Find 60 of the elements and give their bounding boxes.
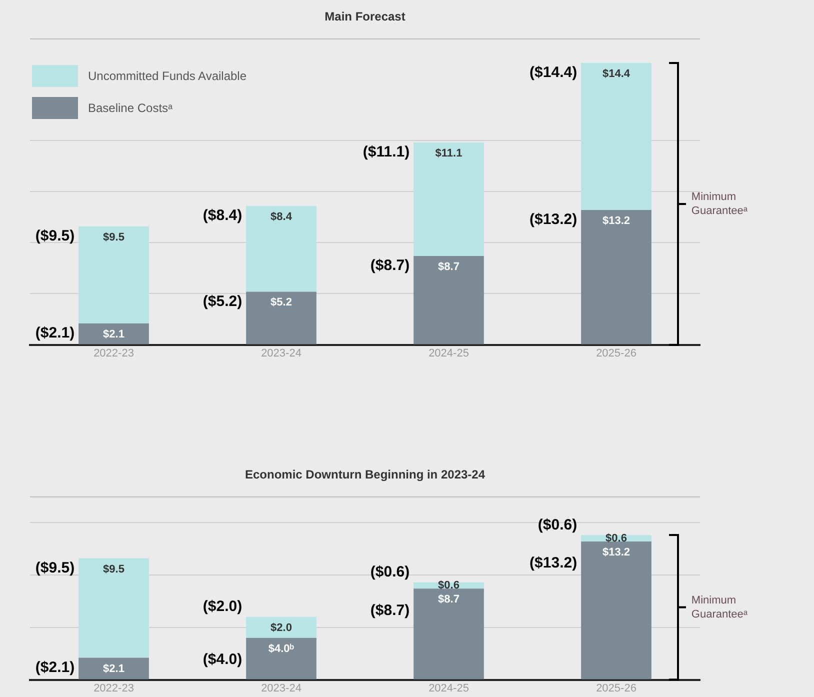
chart-title: Main Forecast xyxy=(324,10,406,24)
x-tick-label: 2022-23 xyxy=(94,682,134,694)
data-label: $8.7 xyxy=(438,594,460,606)
bar xyxy=(78,658,149,680)
annotation: Minimum Guaranteeᵃ xyxy=(691,594,748,621)
chart-title: Economic Downturn Beginning in 2023-24 xyxy=(244,468,486,482)
bar xyxy=(78,558,149,658)
data-label: $4.0ᵇ xyxy=(268,642,295,655)
data-label: $8.4 xyxy=(270,210,293,223)
annotation: ($9.5) xyxy=(35,227,75,244)
bar xyxy=(246,638,316,680)
x-tick-label: 2023-24 xyxy=(261,347,302,360)
annotation: ($13.2) xyxy=(530,211,578,228)
data-label: $9.5 xyxy=(103,231,124,244)
data-label: $0.6 xyxy=(606,532,627,544)
annotation: ($8.4) xyxy=(202,207,242,224)
annotation: ($8.7) xyxy=(370,602,410,619)
legend-label: Uncommitted Funds Available xyxy=(88,69,247,84)
x-tick-label: 2025-26 xyxy=(596,347,636,360)
annotation: ($4.0) xyxy=(202,651,242,668)
annotation: Minimum Guaranteeᵃ xyxy=(691,190,748,217)
bar xyxy=(414,142,484,256)
bar xyxy=(246,206,316,292)
bar xyxy=(246,616,316,638)
data-label: $2.1 xyxy=(103,328,124,340)
annotation: ($14.4) xyxy=(530,64,578,82)
annotation: ($2.1) xyxy=(35,658,75,676)
x-tick-label: 2024-25 xyxy=(428,347,469,360)
annotation: ($0.6) xyxy=(370,563,410,580)
data-label: $11.1 xyxy=(435,148,462,160)
data-label: $2.0 xyxy=(270,622,292,634)
bar xyxy=(581,210,652,344)
annotation: ($13.2) xyxy=(530,554,578,572)
x-tick-label: 2022-23 xyxy=(94,347,134,360)
data-label: $0.6 xyxy=(438,580,460,592)
bar xyxy=(78,323,149,344)
annotation: ($9.5) xyxy=(35,559,75,576)
x-tick-label: 2023-24 xyxy=(261,682,302,694)
x-tick-label: 2024-25 xyxy=(428,682,469,694)
bar xyxy=(246,292,316,344)
bar xyxy=(78,226,149,324)
data-label: $8.7 xyxy=(438,260,460,273)
data-label: $14.4 xyxy=(602,68,631,80)
bar xyxy=(414,256,484,344)
data-label: $2.1 xyxy=(103,662,124,675)
annotation: ($0.6) xyxy=(538,516,578,534)
annotation: ($8.7) xyxy=(370,257,410,274)
x-tick-label: 2025-26 xyxy=(596,682,636,694)
data-label: $9.5 xyxy=(103,563,124,576)
annotation: ($5.2) xyxy=(202,292,242,310)
bar xyxy=(414,588,484,680)
bar xyxy=(581,541,652,680)
annotation: ($11.1) xyxy=(362,144,410,161)
data-label: $5.2 xyxy=(270,296,292,309)
legend-label: Baseline Costsᵃ xyxy=(88,101,173,116)
data-label: $13.2 xyxy=(602,546,630,558)
annotation: ($2.0) xyxy=(202,598,242,616)
bar xyxy=(581,62,652,210)
annotation: ($2.1) xyxy=(35,324,75,342)
data-label: $13.2 xyxy=(602,215,630,228)
